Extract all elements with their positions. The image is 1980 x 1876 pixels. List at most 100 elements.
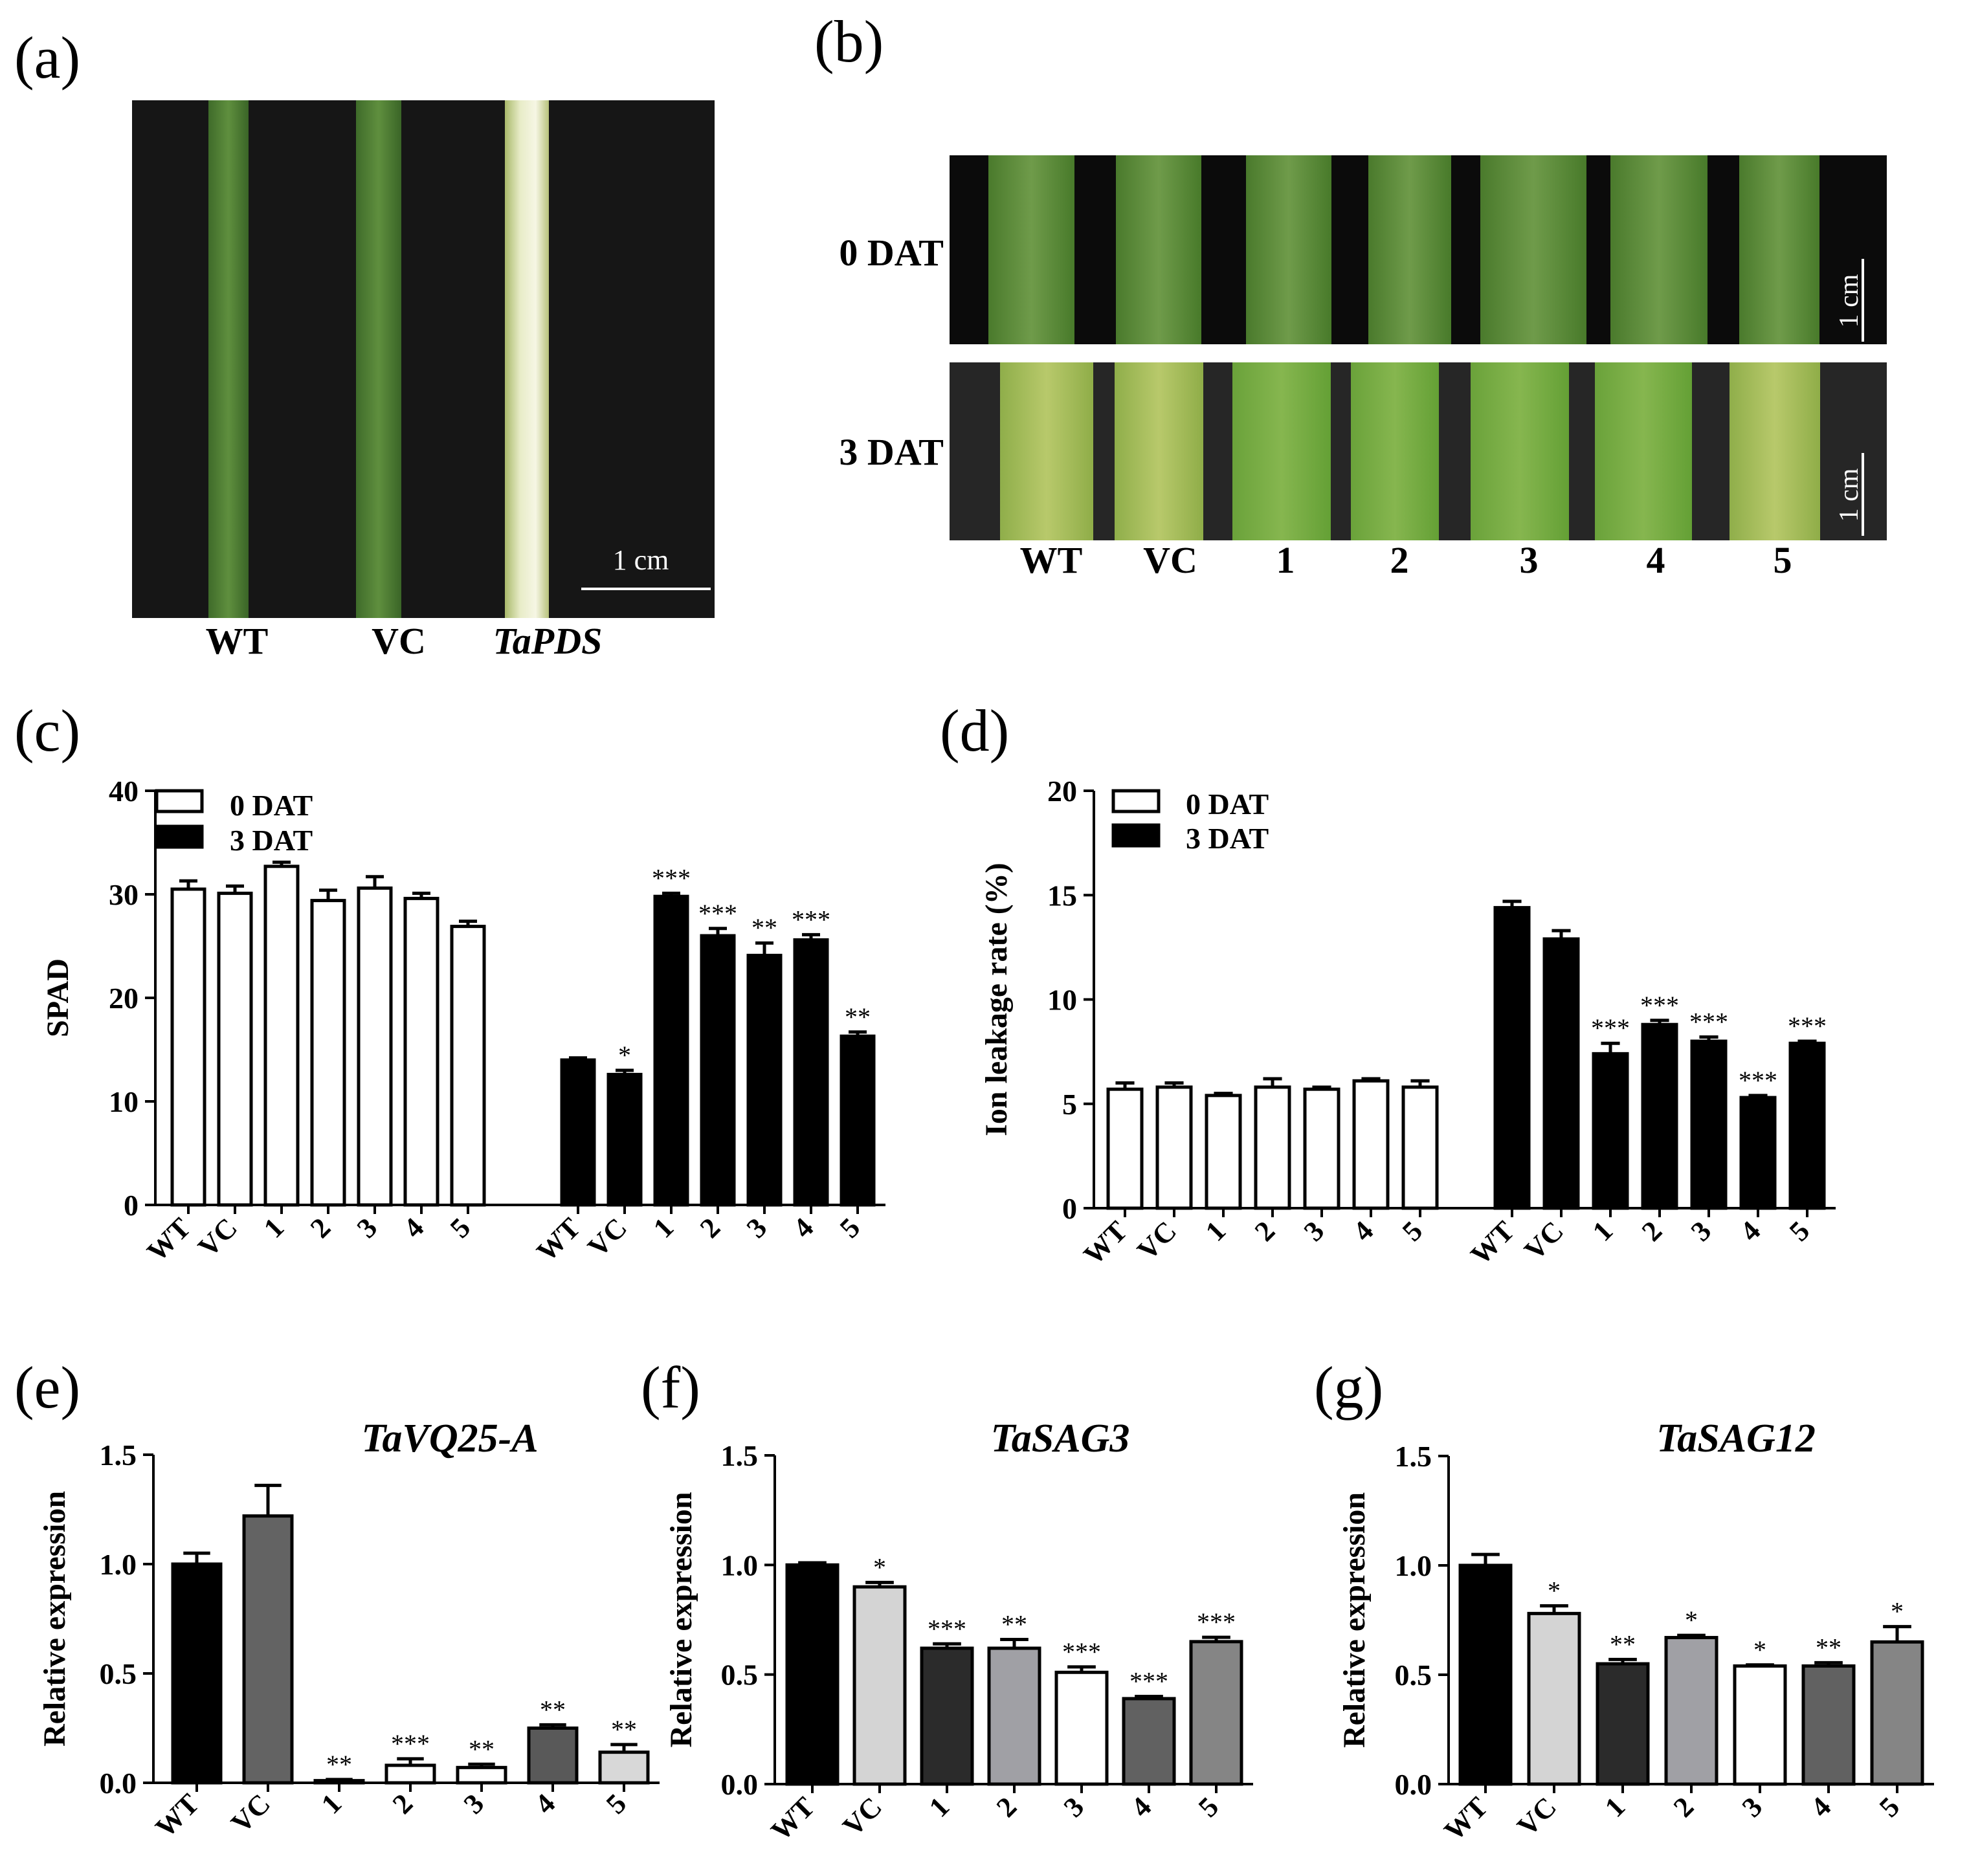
chart-f-sig-label: ** [1001,1609,1027,1639]
chart-c-y-tick-label: 0 [124,1189,139,1222]
chart-c-bar-1-3 [357,886,393,1207]
chart-e-x-tick-label: 2 [386,1787,419,1820]
chart-c-y-tick-label: 30 [109,878,139,911]
leaf-b0-wt [988,155,1074,344]
chart-d-bar-2-WT [1493,906,1531,1210]
chart-f-sig-label: *** [1129,1667,1168,1696]
chart-g-y-label: Relative expression [1337,1492,1372,1748]
chart-d-bar-1-5 [1401,1085,1439,1210]
chart-d-sig-label: *** [1591,1013,1630,1043]
chart-c-bar-2-4 [793,938,829,1207]
chart-c-bar-2-5 [840,1034,876,1207]
chart-f-bar-1-1 [920,1646,974,1786]
panel-a-photo: 1 cm [132,100,715,618]
chart-e-bar-1-3 [456,1765,507,1785]
chart-e-sig-label: ** [611,1715,637,1744]
chart-g-tasag12: (g) TaSAG12 0.0 0.5 1.0 1.5 Relative expressio… [1314,1354,1934,1847]
chart-e-y-tick-label: 1.0 [100,1548,137,1581]
chart-f-x-tick-label: 1 [923,1791,955,1823]
chart-g-x-tick-label: 4 [1805,1791,1837,1823]
leaf-tapds [505,100,549,618]
chart-g-bar-1-2 [1664,1636,1719,1786]
chart-c-legend-label-2: 3 DAT [230,824,313,857]
chart-f-bar-1-3 [1054,1670,1109,1786]
chart-e-x-tick-label: 5 [600,1787,632,1820]
label-a-wt: WT [206,620,269,662]
chart-c-x-tick-label: 4 [397,1211,430,1244]
chart-e-sig-label: *** [391,1729,430,1758]
chart-c-y-label: SPAD [41,958,75,1037]
chart-g-bar-1-3 [1733,1664,1787,1786]
chart-e-x-tick-label: 4 [529,1787,561,1820]
chart-c-x-tick-label: 2 [304,1211,337,1244]
chart-f-sig-label: * [873,1552,886,1582]
chart-c-sig-label: *** [652,863,691,892]
chart-f-y-tick-label: 0.0 [721,1768,759,1801]
chart-c-sig-label: *** [792,905,830,934]
chart-d-x-tick-label: 2 [1249,1215,1281,1247]
chart-g-sig-label: * [1685,1606,1698,1635]
chart-c-x-tick-label: 5 [444,1211,476,1244]
leaf-b3-4 [1595,362,1692,540]
chart-d-bar-2-5 [1788,1041,1826,1210]
chart-e-x-tick-label: VC [225,1787,276,1839]
chart-d-y-tick-label: 20 [1047,775,1077,808]
chart-g-sig-label: * [1548,1576,1561,1606]
leaf-b3-5 [1730,362,1820,540]
chart-e-bar-1-4 [527,1727,579,1785]
chart-e-sig-label: ** [469,1734,495,1763]
scale-bar-b0-label: 1 cm [1834,274,1864,327]
chart-f-x-tick-label: WT [765,1791,821,1847]
chart-d-bar-2-3 [1690,1039,1728,1210]
chart-f-x-tick-label: 3 [1058,1791,1090,1823]
chart-c-bar-1-5 [450,925,486,1207]
chart-d-legend-label-1: 0 DAT [1186,788,1269,821]
chart-g-y-tick-label: 0.0 [1395,1768,1432,1801]
chart-f-bar-1-5 [1189,1640,1243,1786]
chart-d-sig-label: *** [1689,1008,1728,1037]
chart-c-x-tick-label: 2 [694,1211,726,1244]
chart-f-tasag3: (f) TaSAG3 0.0 0.5 1.0 1.5 Relative expression… [641,1354,1253,1847]
chart-g-x-tick-label: 5 [1873,1791,1906,1823]
chart-c-y-tick-label: 40 [109,775,139,808]
chart-f-sig-label: *** [1197,1607,1236,1637]
chart-d-x-tick-label: 4 [1347,1215,1379,1247]
chart-d-bar-2-2 [1641,1022,1678,1210]
chart-d-bar-1-1 [1205,1094,1242,1210]
chart-c-bar-1-2 [310,899,346,1207]
chart-e-title: TaVQ25-A [361,1417,538,1461]
leaf-b3-wt [1000,362,1093,540]
chart-c-x-tick-label: 1 [647,1211,680,1244]
chart-d-x-tick-label: WT [1465,1215,1521,1271]
col-label-vc: VC [1143,539,1197,581]
label-a-tapds: TaPDS [493,620,603,662]
chart-c-bar-2-2 [700,934,736,1207]
row-label-3dat: 3 DAT [839,431,944,473]
chart-c-bar-2-VC [606,1072,643,1207]
chart-e-bar-1-VC [242,1514,294,1785]
chart-f-bar-1-WT [785,1563,840,1786]
chart-g-title: TaSAG12 [1656,1417,1816,1461]
chart-f-title: TaSAG3 [991,1417,1130,1461]
chart-e-x-tick-label: 1 [315,1787,348,1820]
panel-a-label: (a) [14,25,80,91]
chart-c-bar-2-WT [560,1058,596,1207]
chart-e-y-label: Relative expression [38,1491,72,1747]
chart-g-x-tick-label: VC [1511,1791,1563,1842]
chart-g-bar-1-5 [1870,1640,1924,1786]
col-label-4: 4 [1647,539,1665,581]
leaf-b0-3 [1480,155,1586,344]
chart-d-x-tick-label: 1 [1199,1215,1232,1247]
chart-c-x-tick-label: VC [192,1211,243,1263]
chart-e-y-tick-label: 0.5 [100,1657,137,1690]
chart-f-y-tick-label: 0.5 [721,1659,759,1692]
panel-b-photo: 1 cm 1 cm [950,155,1887,540]
chart-g-x-tick-label: 3 [1736,1791,1768,1823]
chart-d-x-tick-label: 1 [1586,1215,1619,1247]
chart-d-sig-label: *** [1739,1066,1777,1095]
scale-bar-b3-label: 1 cm [1834,468,1864,522]
chart-d-y-tick-label: 0 [1062,1192,1077,1225]
chart-c-legend-label-1: 0 DAT [230,789,313,822]
leaf-b0-5 [1739,155,1819,344]
chart-g-sig-label: * [1753,1635,1766,1664]
